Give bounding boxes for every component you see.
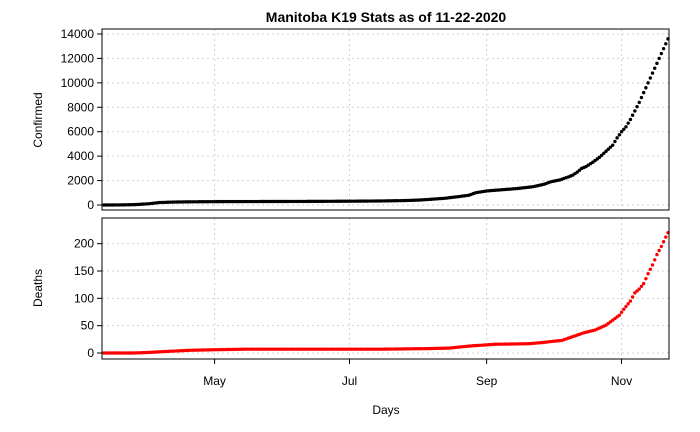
data-point bbox=[599, 153, 604, 158]
x-tick-label: Nov bbox=[611, 374, 632, 388]
data-point bbox=[608, 145, 613, 149]
data-point bbox=[615, 136, 619, 140]
panel-confirmed: 0 2000 4000 6000 8000 10000 12000 14000 Confirm… bbox=[31, 27, 670, 212]
data-point bbox=[624, 125, 628, 129]
data-point bbox=[646, 272, 650, 276]
data-point bbox=[644, 86, 648, 90]
data-point bbox=[657, 56, 661, 61]
data-point bbox=[659, 51, 664, 56]
y-tick-label: 4000 bbox=[67, 149, 94, 163]
data-point bbox=[641, 281, 646, 286]
data-point bbox=[611, 143, 615, 147]
data-point bbox=[635, 289, 639, 293]
y-tick-label: 100 bbox=[74, 291, 94, 305]
data-point bbox=[655, 61, 659, 66]
data-point bbox=[646, 81, 650, 85]
data-point bbox=[604, 149, 608, 153]
data-point bbox=[653, 258, 657, 262]
data-point bbox=[659, 244, 664, 249]
chart-title: Manitoba K19 Stats as of 11-22-2020 bbox=[266, 9, 507, 25]
y-tick-label: 12000 bbox=[61, 51, 95, 65]
data-point bbox=[639, 95, 644, 100]
y-tick-label: 0 bbox=[87, 198, 94, 212]
y-tick-label: 8000 bbox=[67, 100, 94, 114]
x-axis-label: Days bbox=[372, 403, 399, 417]
x-tick-label: Jul bbox=[342, 374, 357, 388]
data-point bbox=[626, 121, 630, 125]
y-tick-label: 150 bbox=[74, 264, 94, 278]
data-point bbox=[648, 76, 653, 80]
confirmed-plot-frame bbox=[101, 28, 670, 211]
deaths-y-axis-label: Deaths bbox=[31, 269, 45, 307]
data-point bbox=[602, 151, 606, 155]
data-point bbox=[664, 235, 668, 239]
data-point bbox=[657, 248, 661, 253]
y-tick-label: 14000 bbox=[61, 27, 95, 41]
data-point bbox=[624, 304, 628, 309]
data-point bbox=[617, 313, 622, 317]
y-tick-label: 10000 bbox=[61, 76, 95, 90]
deaths-plot-frame bbox=[101, 217, 670, 360]
data-point bbox=[613, 139, 617, 144]
data-point bbox=[619, 130, 624, 134]
data-point bbox=[644, 276, 648, 281]
x-tick-label: Sep bbox=[476, 374, 498, 388]
data-point bbox=[628, 299, 633, 303]
data-point bbox=[622, 307, 626, 311]
confirmed-y-axis-label: Confirmed bbox=[31, 92, 45, 147]
y-tick-label: 2000 bbox=[67, 174, 94, 188]
data-point bbox=[650, 71, 655, 75]
data-point bbox=[661, 46, 666, 51]
x-tick-label: May bbox=[203, 374, 226, 388]
data-point bbox=[635, 104, 639, 109]
data-point bbox=[633, 291, 637, 295]
data-point bbox=[617, 133, 622, 137]
y-tick-label: 50 bbox=[81, 319, 95, 333]
data-point bbox=[641, 90, 646, 95]
data-point bbox=[653, 66, 657, 70]
data-point bbox=[606, 147, 610, 151]
data-point bbox=[637, 100, 641, 105]
data-point bbox=[619, 310, 624, 314]
data-point bbox=[639, 284, 644, 289]
y-tick-label: 200 bbox=[74, 237, 94, 251]
data-point bbox=[648, 267, 653, 272]
data-point bbox=[650, 263, 655, 267]
data-point bbox=[655, 252, 659, 257]
data-point bbox=[597, 155, 602, 160]
y-tick-label: 6000 bbox=[67, 125, 94, 139]
data-point bbox=[630, 113, 635, 117]
data-point bbox=[637, 287, 641, 291]
data-point bbox=[622, 127, 626, 131]
data-point bbox=[626, 302, 630, 306]
y-tick-label: 0 bbox=[87, 346, 94, 360]
panel-deaths: 0 50 100 150 200 Deaths bbox=[31, 217, 670, 360]
data-point bbox=[628, 117, 633, 122]
data-point bbox=[661, 240, 666, 244]
data-point bbox=[633, 109, 637, 113]
data-point bbox=[630, 295, 635, 299]
data-point bbox=[664, 42, 668, 46]
